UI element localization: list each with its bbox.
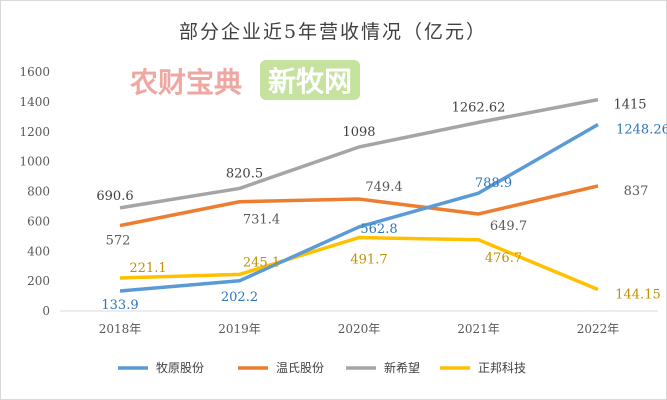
data-label: 690.6 [96,189,133,204]
y-tick-label: 1600 [19,65,50,79]
data-label: 476.7 [485,251,522,266]
watermark-logo-nongcai: 农财宝典 [129,66,242,99]
data-label: 245.1 [243,255,280,270]
y-tick-label: 600 [27,214,50,228]
y-tick-label: 800 [27,185,50,199]
legend-label: 正邦科技 [478,361,526,375]
data-label: 820.5 [226,166,263,181]
data-label: 1415 [613,98,646,113]
y-tick-label: 200 [27,274,50,288]
data-label: 788.9 [475,176,512,191]
data-label: 221.1 [129,261,166,276]
data-label: 133.9 [101,298,138,313]
data-label: 202.2 [221,290,258,305]
x-tick-label: 2020年 [338,322,381,336]
x-tick-label: 2022年 [577,322,620,336]
series-line-0 [119,123,599,293]
legend-label: 新希望 [384,360,420,375]
y-tick-label: 0 [42,304,50,318]
watermark-logo-xinmu: 新牧网 [268,65,352,98]
x-tick-label: 2018年 [99,322,142,336]
data-label: 731.4 [243,213,280,228]
data-label: 562.8 [360,222,397,237]
watermark-logo-bg [260,60,360,100]
series-line-1 [119,184,599,228]
data-label: 144.15 [615,287,661,302]
data-label: 491.7 [350,253,387,268]
y-tick-label: 400 [27,244,50,258]
data-label: 1262.62 [452,100,506,115]
series-line-2 [119,97,599,210]
data-label: 649.7 [490,219,527,234]
y-tick-label: 1000 [19,155,50,169]
chart-title: 部分企业近5年营收情况（亿元） [179,21,487,43]
x-tick-label: 2021年 [457,322,500,336]
data-label: 572 [106,234,131,249]
data-label: 1098 [342,125,375,140]
data-label: 749.4 [365,180,402,195]
data-label: 837 [624,184,649,199]
y-tick-label: 1400 [19,95,50,109]
data-label: 1248.26 [616,123,667,138]
series-line-3 [119,235,599,292]
legend-label: 牧原股份 [156,361,204,375]
watermarks: 农财宝典 新牧网 [129,60,360,100]
x-tick-label: 2019年 [218,322,261,336]
y-tick-label: 1200 [19,125,50,139]
legend-label: 温氏股份 [276,361,324,375]
